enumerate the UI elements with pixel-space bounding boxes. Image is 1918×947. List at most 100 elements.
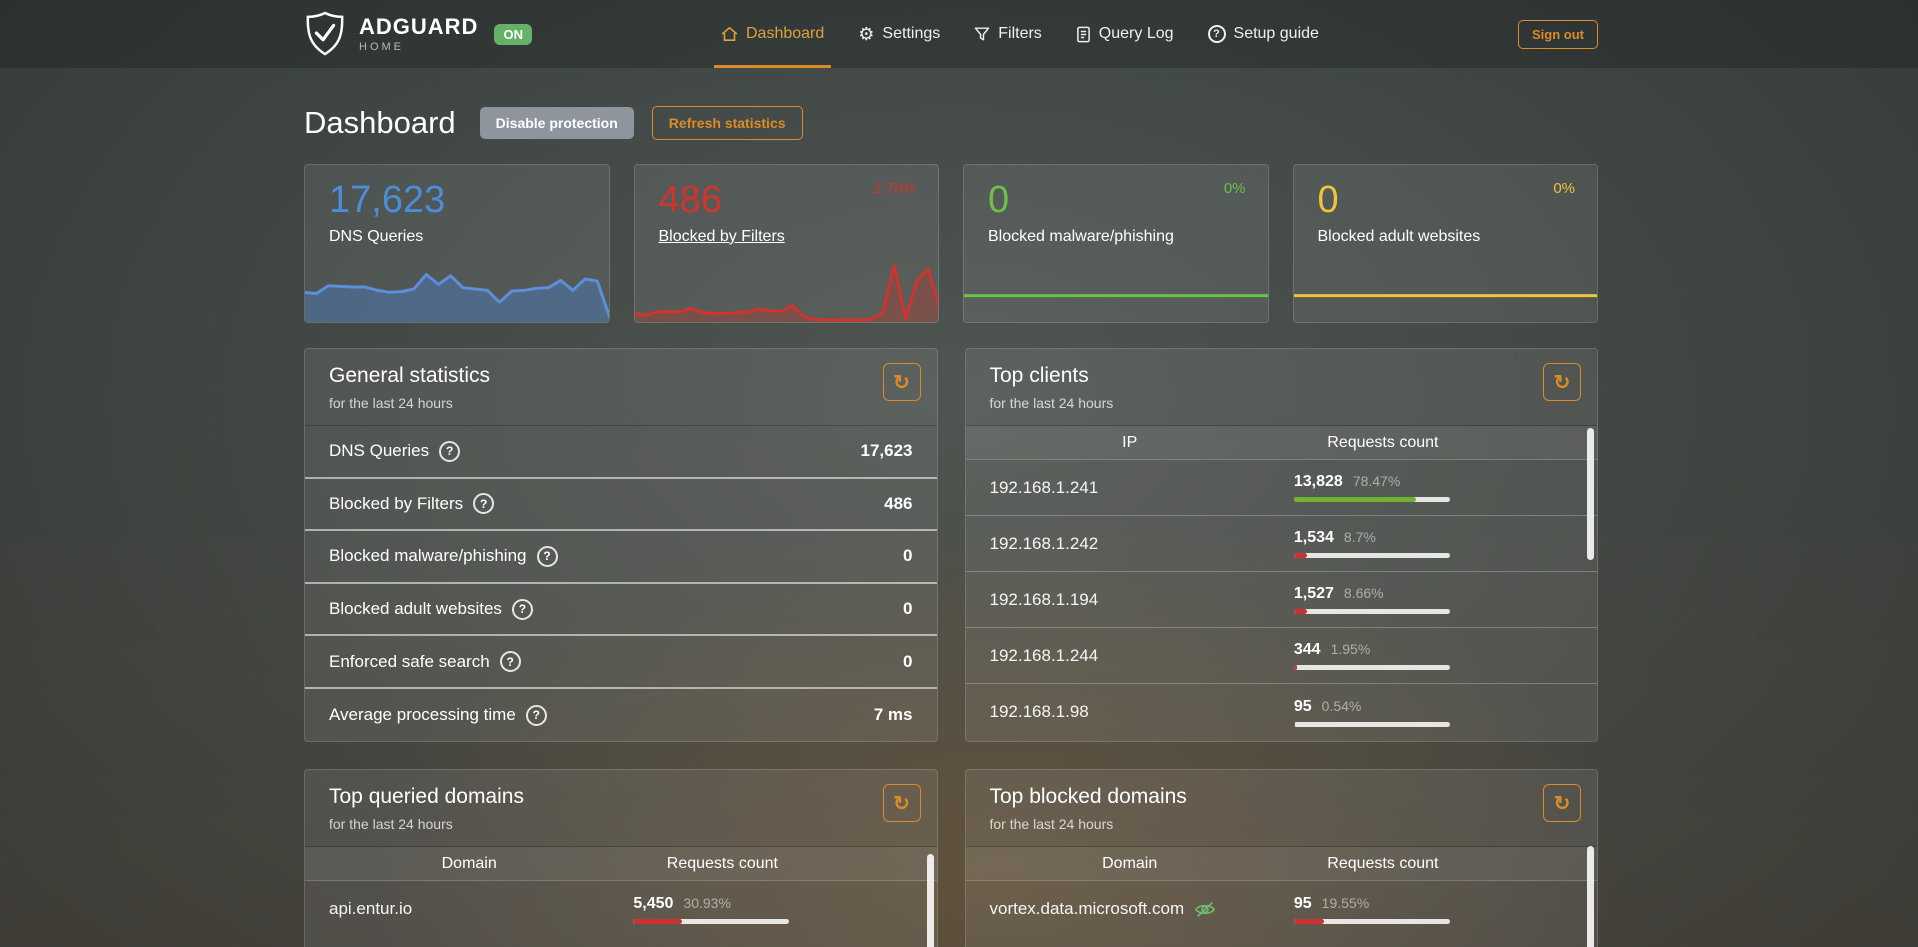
panel-title: General statistics	[329, 364, 491, 387]
scrollbar-thumb[interactable]	[926, 854, 934, 947]
column-requests-count: Requests count	[1327, 854, 1439, 872]
nav-item-dashboard[interactable]: Dashboard	[704, 0, 841, 68]
panel-subtitle: for the last 24 hours	[989, 395, 1114, 411]
help-icon[interactable]: ?	[439, 440, 461, 462]
nav-item-query-log[interactable]: Query Log	[1059, 0, 1191, 68]
blocked-malware-link[interactable]: Blocked malware/phishing	[988, 227, 1174, 245]
requests-count: 344	[1293, 641, 1321, 658]
client-ip-link[interactable]: 192.168.1.194	[989, 589, 1099, 609]
panel-subtitle: for the last 24 hours	[329, 816, 453, 832]
help-icon[interactable]: ?	[536, 545, 558, 567]
stat-label: DNS Queries ?	[329, 440, 461, 462]
requests-percent: 8.66%	[1343, 585, 1384, 601]
column-domain: Domain	[1102, 854, 1158, 872]
refresh-icon-button[interactable]: ↻	[1543, 363, 1581, 401]
client-row: 192.168.1.242 1,534 8.7%	[965, 516, 1597, 572]
stat-value: 17,623	[860, 441, 913, 461]
stat-card-blocked-malware: 0% 0 Blocked malware/phishing	[963, 164, 1269, 323]
client-row: 192.168.1.241 13,828 78.47%	[965, 460, 1597, 516]
stat-value: 0	[903, 546, 913, 566]
domain-row: vortex.data.microsoft.com 95 19.55%	[966, 881, 1598, 937]
column-ip: IP	[1122, 433, 1138, 451]
clients-table-header: IP Requests count	[965, 426, 1597, 460]
protection-on-badge: ON	[494, 23, 532, 45]
help-icon[interactable]: ?	[499, 651, 521, 673]
column-requests-count: Requests count	[666, 854, 778, 872]
refresh-statistics-button[interactable]: Refresh statistics	[651, 106, 803, 140]
stat-card-dns-queries: 17,623 DNS Queries	[304, 164, 610, 323]
refresh-icon-button[interactable]: ↻	[882, 363, 921, 401]
general-statistics-panel: General statistics for the last 24 hours…	[304, 348, 938, 742]
nav-menu: Dashboard ⚙ Settings Filters	[704, 0, 1336, 68]
panel-subtitle: for the last 24 hours	[329, 395, 453, 411]
requests-percent: 0.54%	[1321, 697, 1362, 714]
general-statistics-row: Average processing time ? 7 ms	[305, 689, 937, 741]
blocked-filters-percent: 2.76%	[873, 180, 916, 197]
requests-bar	[1293, 497, 1450, 502]
stat-label: Blocked malware/phishing ?	[329, 545, 558, 567]
column-requests-count: Requests count	[1327, 433, 1439, 451]
nav-label: Settings	[882, 25, 941, 42]
refresh-icon-button[interactable]: ↻	[1543, 784, 1581, 822]
help-icon[interactable]: ?	[473, 493, 495, 515]
panel-subtitle: for the last 24 hours	[989, 816, 1114, 832]
refresh-icon-button[interactable]: ↻	[882, 784, 921, 822]
general-statistics-row: DNS Queries ? 17,623	[305, 426, 937, 479]
help-icon[interactable]: ?	[525, 704, 547, 726]
general-statistics-row: Blocked malware/phishing ? 0	[305, 531, 937, 584]
funnel-icon	[974, 26, 990, 42]
disable-protection-button[interactable]: Disable protection	[479, 107, 634, 139]
requests-count: 1,534	[1293, 529, 1334, 546]
home-icon	[721, 26, 738, 42]
top-clients-panel: Top clients for the last 24 hours ↻ IP R…	[964, 348, 1598, 742]
client-ip-link[interactable]: 192.168.1.242	[989, 533, 1099, 553]
nav-item-filters[interactable]: Filters	[957, 0, 1059, 68]
help-icon[interactable]: ?	[511, 598, 533, 620]
blocked-malware-percent: 0%	[1223, 180, 1246, 197]
panel-title: Top queried domains	[329, 785, 524, 808]
domains-table-header: Domain Requests count	[305, 847, 937, 881]
domain-row: api.entur.io 5,450 30.93%	[305, 881, 937, 937]
stat-value: 7 ms	[873, 705, 913, 725]
page-title: Dashboard	[304, 105, 456, 140]
nav-item-setup-guide[interactable]: ? Setup guide	[1191, 0, 1336, 68]
stat-value: 0	[903, 599, 913, 619]
general-statistics-row: Enforced safe search ? 0	[305, 636, 937, 689]
domain-link[interactable]: vortex.data.microsoft.com	[989, 899, 1185, 918]
blocked-adult-sparkline	[1293, 256, 1599, 322]
top-blocked-domains-panel: Top blocked domains for the last 24 hour…	[964, 769, 1598, 947]
requests-percent: 19.55%	[1321, 894, 1370, 911]
scrollbar-thumb[interactable]	[1587, 428, 1594, 560]
requests-bar	[1293, 553, 1450, 558]
sign-out-button[interactable]: Sign out	[1518, 19, 1598, 49]
blocked-adult-value: 0	[1317, 179, 1339, 221]
help-icon: ?	[1207, 25, 1226, 43]
general-statistics-row: Blocked by Filters ? 486	[305, 479, 937, 532]
requests-count: 95	[1293, 894, 1312, 912]
blocked-filters-link[interactable]: Blocked by Filters	[658, 227, 785, 245]
blocked-adult-link[interactable]: Blocked adult websites	[1317, 227, 1481, 245]
client-ip-link[interactable]: 192.168.1.244	[989, 645, 1099, 665]
panel-title: Top clients	[989, 364, 1089, 387]
shield-logo-icon	[304, 11, 346, 57]
client-row: 192.168.1.244 344 1.95%	[965, 628, 1597, 684]
eye-off-icon[interactable]	[1194, 901, 1216, 918]
nav-label: Setup guide	[1233, 25, 1319, 42]
requests-bar	[1293, 721, 1450, 727]
adguard-home-logo[interactable]: ADGUARD HOME ON	[304, 11, 532, 57]
requests-bar	[1293, 609, 1450, 614]
dns-queries-link[interactable]: DNS Queries	[329, 227, 424, 245]
nav-item-settings[interactable]: ⚙ Settings	[841, 0, 957, 68]
domain-link[interactable]: api.entur.io	[329, 899, 413, 918]
requests-bar	[1293, 918, 1450, 924]
brand-name: ADGUARD	[359, 13, 479, 39]
nav-label: Filters	[998, 25, 1042, 42]
scrollbar-thumb[interactable]	[1587, 846, 1594, 947]
dns-queries-sparkline	[304, 256, 609, 322]
client-ip-link[interactable]: 192.168.1.98	[989, 702, 1089, 721]
client-ip-link[interactable]: 192.168.1.241	[989, 477, 1099, 497]
requests-count: 5,450	[633, 894, 674, 912]
client-row: 192.168.1.194 1,527 8.66%	[965, 572, 1597, 628]
requests-count: 1,527	[1293, 585, 1334, 602]
stat-cards-row: 17,623 DNS Queries 2.76% 486 Blocked by …	[304, 164, 1598, 323]
